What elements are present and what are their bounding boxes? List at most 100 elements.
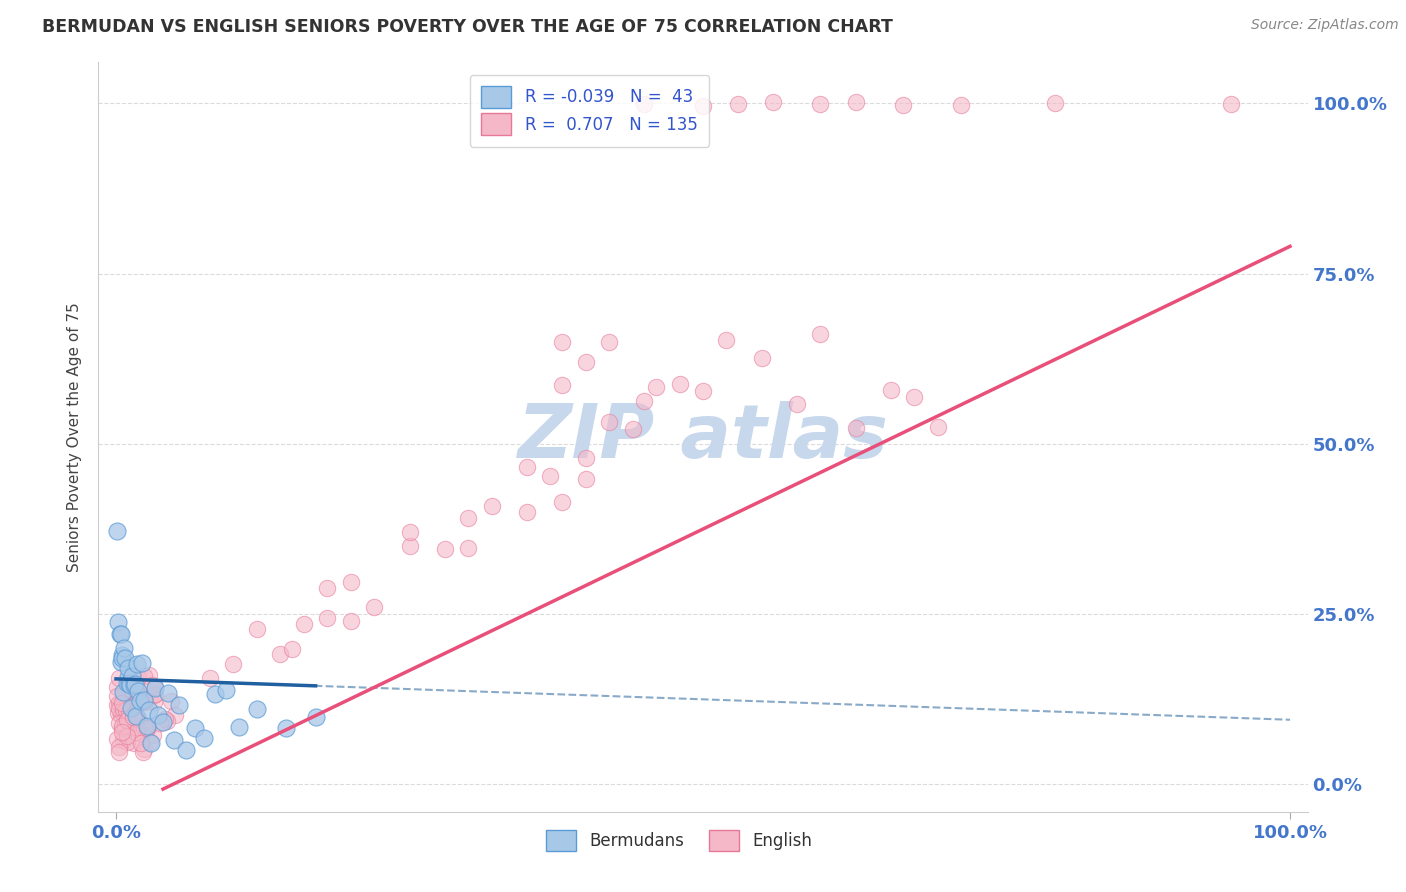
Point: [363, 600, 385, 615]
Point: [143, 681, 166, 696]
Point: [538, 468, 561, 483]
Point: [304, 710, 326, 724]
Point: [762, 95, 785, 109]
Point: [1220, 96, 1243, 111]
Point: [155, 712, 177, 726]
Point: [125, 683, 148, 698]
Point: [903, 391, 925, 405]
Point: [118, 697, 141, 711]
Point: [125, 684, 148, 698]
Point: [159, 694, 181, 708]
Point: [115, 735, 138, 749]
Point: [222, 657, 245, 671]
Point: [127, 657, 149, 671]
Point: [117, 670, 139, 684]
Point: [156, 714, 179, 728]
Point: [645, 379, 668, 393]
Point: [120, 701, 142, 715]
Point: [111, 651, 134, 665]
Point: [751, 351, 773, 366]
Point: [148, 707, 170, 722]
Point: [107, 706, 129, 720]
Point: [122, 678, 145, 692]
Point: [117, 715, 139, 730]
Point: [598, 415, 620, 429]
Point: [141, 678, 163, 692]
Point: [575, 472, 598, 486]
Point: [149, 715, 172, 730]
Point: [228, 720, 250, 734]
Point: [141, 736, 163, 750]
Point: [134, 669, 156, 683]
Point: [457, 541, 479, 556]
Point: [122, 736, 145, 750]
Point: [433, 542, 456, 557]
Point: [125, 725, 148, 739]
Point: [110, 655, 132, 669]
Point: [118, 716, 141, 731]
Point: [198, 672, 221, 686]
Point: [105, 689, 128, 703]
Point: [111, 725, 134, 739]
Point: [808, 97, 831, 112]
Point: [316, 611, 339, 625]
Point: [143, 680, 166, 694]
Point: [105, 732, 128, 747]
Point: [292, 616, 315, 631]
Point: [127, 711, 149, 725]
Point: [156, 686, 179, 700]
Y-axis label: Seniors Poverty Over the Age of 75: Seniors Poverty Over the Age of 75: [67, 302, 83, 572]
Point: [115, 709, 138, 723]
Point: [143, 687, 166, 701]
Point: [633, 393, 655, 408]
Point: [398, 539, 420, 553]
Legend: Bermudans, English: Bermudans, English: [537, 822, 820, 860]
Point: [121, 710, 143, 724]
Point: [316, 581, 339, 595]
Point: [1043, 96, 1066, 111]
Point: [117, 698, 139, 712]
Point: [108, 716, 131, 731]
Point: [692, 99, 714, 113]
Point: [125, 709, 148, 723]
Point: [117, 713, 139, 727]
Point: [193, 731, 215, 746]
Point: [786, 397, 808, 411]
Point: [551, 495, 574, 509]
Point: [121, 703, 143, 717]
Point: [114, 718, 136, 732]
Point: [162, 733, 184, 747]
Point: [340, 575, 363, 590]
Point: [716, 333, 738, 347]
Point: [131, 656, 153, 670]
Point: [136, 721, 159, 735]
Point: [108, 627, 131, 641]
Point: [134, 694, 156, 708]
Point: [340, 615, 363, 629]
Point: [127, 683, 149, 698]
Point: [891, 98, 914, 112]
Point: [131, 745, 153, 759]
Point: [111, 719, 134, 733]
Point: [845, 95, 868, 109]
Point: [246, 622, 269, 636]
Point: [121, 669, 143, 683]
Point: [118, 706, 141, 720]
Point: [114, 719, 136, 733]
Point: [880, 383, 903, 397]
Point: [139, 735, 162, 749]
Point: [927, 420, 949, 434]
Point: [138, 721, 160, 735]
Point: [128, 694, 150, 708]
Point: [132, 742, 155, 756]
Point: [120, 678, 142, 692]
Point: [138, 703, 160, 717]
Point: [204, 687, 226, 701]
Point: [481, 499, 503, 513]
Point: [269, 647, 291, 661]
Point: [152, 715, 174, 730]
Point: [276, 721, 298, 735]
Point: [135, 719, 157, 733]
Point: [143, 689, 166, 703]
Point: [115, 703, 138, 717]
